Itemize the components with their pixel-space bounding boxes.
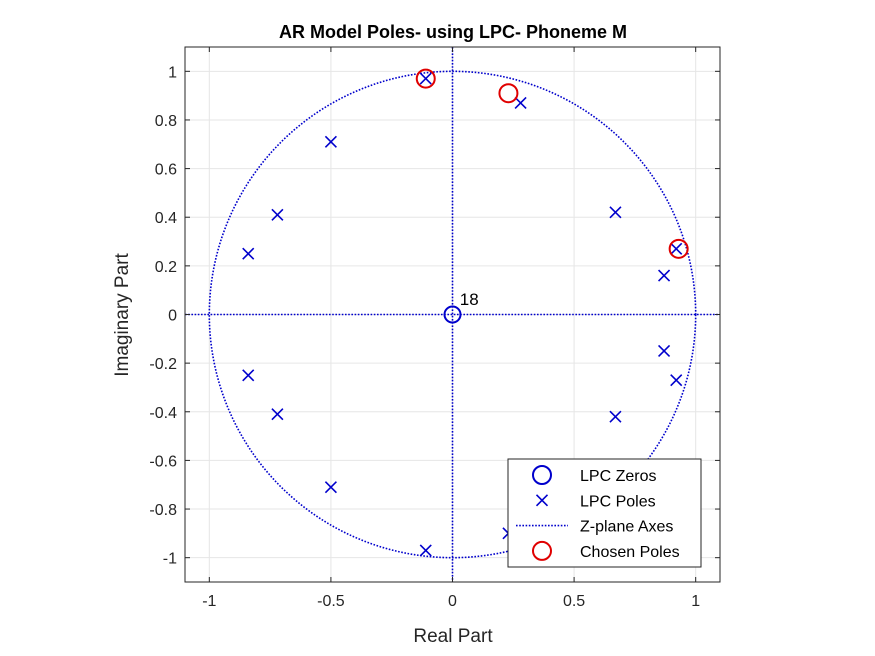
pole-marker: [324, 481, 337, 494]
y-tick-label: 0.8: [155, 113, 177, 130]
legend-item: Z-plane Axes: [516, 519, 673, 536]
pole-marker: [324, 135, 337, 148]
legend-box: [507, 458, 702, 568]
x-marker-stroke: [419, 544, 432, 557]
legend-item: Chosen Poles: [532, 540, 680, 561]
x-marker-stroke: [242, 369, 255, 382]
x-tick-label: 0: [448, 593, 457, 610]
chosen-pole-marker: [498, 83, 519, 104]
zero-marker: [443, 305, 462, 324]
legend-label: Z-plane Axes: [580, 519, 673, 536]
y-axis-label: Imaginary Part: [112, 253, 133, 377]
x-marker-stroke: [514, 96, 527, 109]
legend-label: LPC Poles: [580, 493, 656, 510]
pole-marker: [419, 544, 432, 557]
x-marker-stroke: [609, 410, 622, 423]
chart-marks: 18: [185, 47, 720, 582]
pole-marker: [271, 408, 284, 421]
pole-marker: [242, 247, 255, 260]
x-marker-stroke: [324, 481, 337, 494]
pole-marker: [658, 269, 671, 282]
x-tick-label: -1: [202, 593, 216, 610]
pole-marker: [658, 344, 671, 358]
x-tick-label: -0.5: [317, 593, 345, 610]
pole-marker: [271, 208, 284, 221]
pole-marker: [242, 369, 255, 382]
chart-title: AR Model Poles- using LPC- Phoneme M: [279, 22, 627, 42]
pole-marker: [514, 96, 527, 109]
x-marker-stroke: [670, 242, 683, 255]
y-tick-label: -1: [163, 551, 177, 568]
legend-x-icon: [535, 494, 549, 507]
pole-marker: [419, 72, 432, 85]
legend-item: LPC Poles: [535, 493, 656, 510]
chosen-pole-marker: [415, 68, 436, 89]
x-tick-label: 0.5: [563, 593, 585, 610]
x-marker-stroke: [535, 494, 549, 507]
x-marker-stroke: [271, 408, 284, 421]
legend: LPC Zeros LPC Poles Z-plane Axes Chosen Pol…: [507, 458, 702, 568]
y-tick-label: -0.2: [149, 356, 177, 373]
x-marker-stroke: [658, 269, 671, 282]
pole-marker: [609, 410, 622, 423]
x-marker-stroke: [658, 344, 671, 358]
x-tick-label: 1: [691, 593, 700, 610]
y-tick-label: -0.6: [149, 453, 177, 470]
x-marker-stroke: [242, 247, 255, 260]
pole-marker: [670, 374, 683, 387]
x-marker-stroke: [324, 135, 337, 148]
legend-circle-icon: [532, 465, 552, 485]
y-tick-label: 1: [168, 64, 177, 81]
y-tick-label: 0: [168, 308, 177, 325]
legend-circle-icon: [532, 540, 552, 561]
x-marker-stroke: [670, 374, 683, 387]
tick-marks: -1 -0.5 0 0.5 1 1 0.8 0.6 0.4 0.2 0 -0.2 -0.4 -0.6 -0.…: [149, 47, 720, 610]
y-tick-label: 0.2: [155, 259, 177, 276]
legend-item: LPC Zeros: [532, 465, 656, 485]
zero-multiplicity-label: 18: [460, 290, 479, 309]
pole-marker: [609, 206, 622, 219]
x-axis-label: Real Part: [413, 626, 493, 647]
y-tick-label: 0.4: [155, 210, 177, 227]
unit-circle: [208, 70, 697, 559]
x-marker-stroke: [419, 72, 432, 85]
x-marker-stroke: [271, 208, 284, 221]
y-tick-label: 0.6: [155, 162, 177, 179]
x-marker-stroke: [609, 206, 622, 219]
chosen-pole-marker: [668, 238, 689, 259]
pole-marker: [670, 242, 683, 255]
legend-label: Chosen Poles: [580, 544, 680, 561]
y-tick-label: -0.4: [149, 405, 177, 422]
legend-label: LPC Zeros: [580, 468, 656, 485]
y-tick-label: -0.8: [149, 502, 177, 519]
